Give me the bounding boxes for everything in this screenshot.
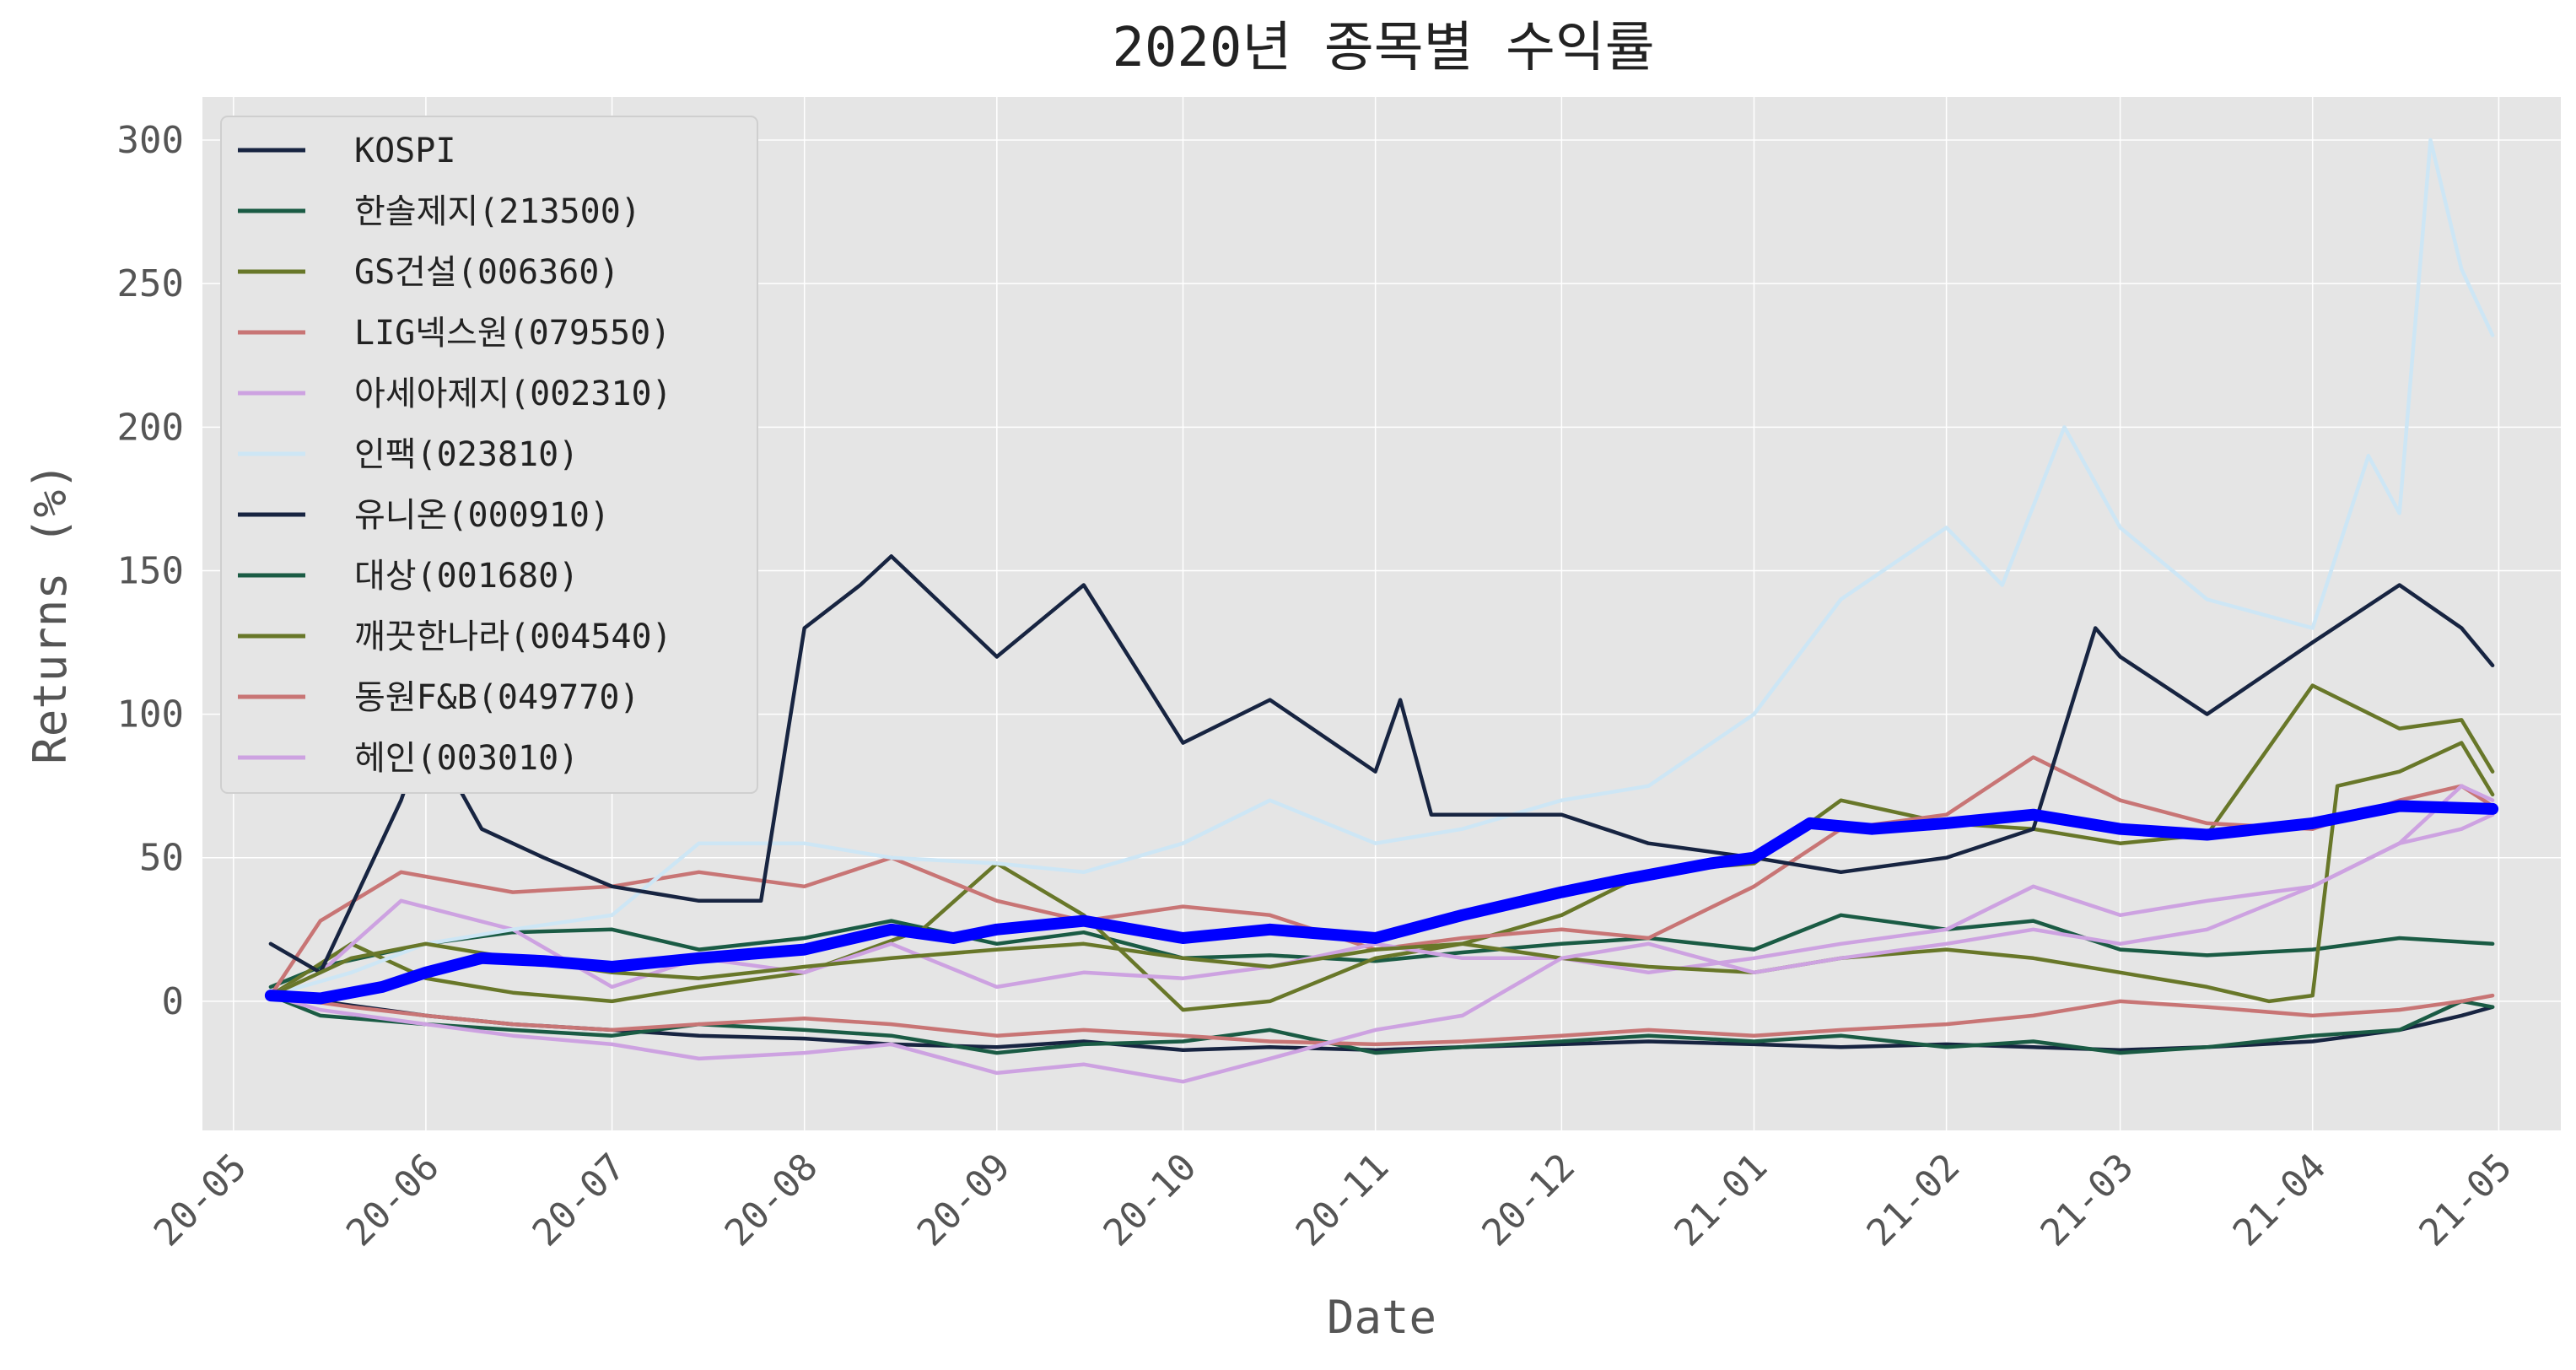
x-tick-label: 21-01: [1667, 1146, 1776, 1255]
series-line-4: [268, 812, 2495, 998]
series-line-9: [268, 993, 2495, 1047]
series-line-6: [268, 554, 2495, 975]
series-line-7: [268, 993, 2495, 1055]
x-tick-label: 20-10: [1096, 1146, 1205, 1255]
x-axis-label: Date: [1327, 1291, 1436, 1344]
x-tick-label: 20-06: [338, 1146, 448, 1255]
x-tick-label: 20-12: [1474, 1146, 1583, 1255]
series-line-8: [268, 741, 2495, 1004]
legend-label: 아세아제지(002310): [354, 375, 672, 413]
legend-label: 대상(001680): [354, 557, 579, 596]
y-tick-label: 250: [117, 262, 184, 305]
series-line-5: [268, 138, 2495, 998]
y-axis-label: Returns (%): [24, 462, 77, 764]
legend-label: 유니온(000910): [354, 496, 610, 535]
series-lines: [264, 138, 2499, 1084]
legend: KOSPI 한솔제지(213500) GS건설(006360) LIG넥스원(0795…: [220, 116, 758, 794]
series-line-11: [264, 800, 2499, 1005]
legend-label: 동원F&B(049770): [354, 678, 640, 717]
y-tick-label: 0: [162, 980, 185, 1023]
y-tick-label: 100: [117, 693, 184, 736]
legend-label: 깨끗한나라(004540): [354, 618, 672, 656]
x-tick-label: 20-07: [525, 1146, 634, 1255]
y-tick-label: 300: [117, 119, 184, 162]
series-line-10: [268, 784, 2495, 1084]
x-tick-label: 20-09: [909, 1146, 1019, 1255]
x-tick-label: 21-03: [2033, 1146, 2142, 1255]
x-tick-label: 20-11: [1288, 1146, 1398, 1255]
legend-label: 인팩(023810): [354, 435, 579, 474]
y-tick-label: 150: [117, 549, 184, 592]
y-tick-label: 200: [117, 406, 184, 449]
x-axis-ticks: 20-05 20-06 20-07 20-08 20-09 20-10 20-11 20-12…: [146, 1146, 2520, 1255]
legend-label: KOSPI: [354, 132, 455, 170]
x-tick-label: 20-08: [717, 1146, 827, 1255]
chart-title: 2020년 종목별 수익률: [1112, 17, 1654, 79]
legend-label: LIG넥스원(079550): [354, 314, 671, 353]
y-tick-label: 50: [139, 837, 184, 880]
x-tick-label: 21-05: [2411, 1146, 2520, 1255]
x-tick-label: 21-02: [1859, 1146, 1969, 1255]
x-tick-label: 21-04: [2225, 1146, 2335, 1255]
y-axis-ticks: 0 50 100 150 200 250 300: [117, 119, 184, 1023]
legend-label: 헤인(003010): [354, 739, 579, 778]
legend-label: GS건설(006360): [354, 253, 619, 292]
legend-box: [220, 116, 758, 794]
series-line-1: [268, 913, 2495, 990]
series-line-3: [268, 755, 2495, 998]
legend-label: 한솔제지(213500): [354, 192, 641, 231]
x-tick-label: 20-05: [146, 1146, 256, 1255]
